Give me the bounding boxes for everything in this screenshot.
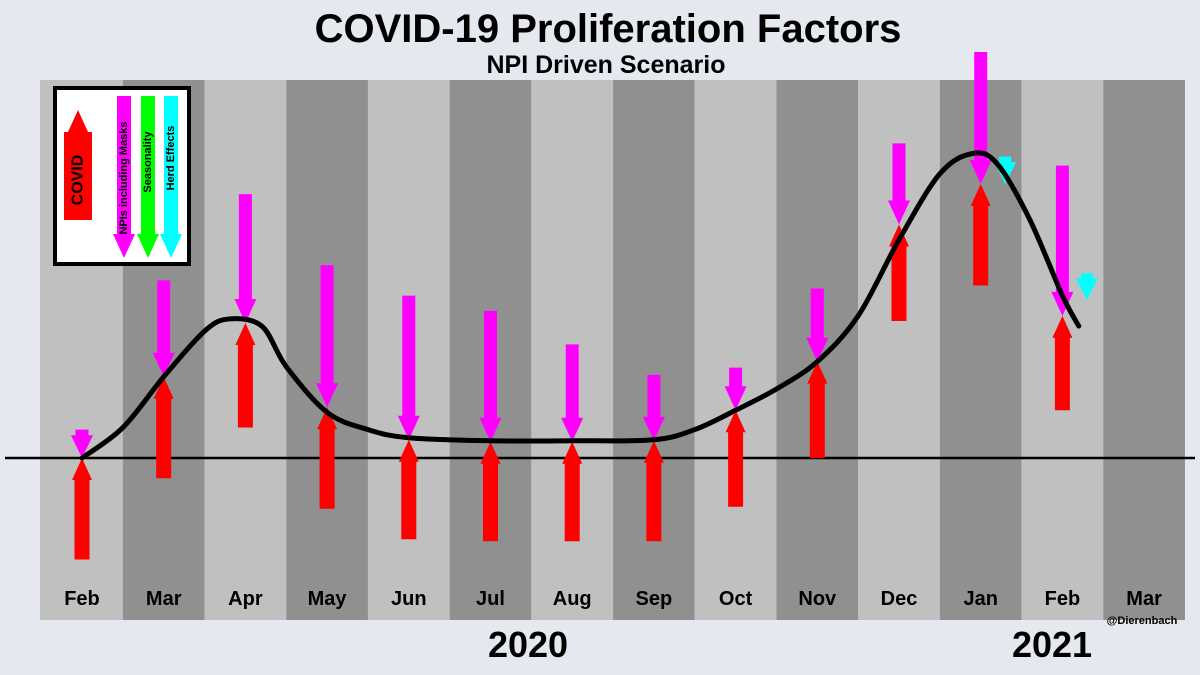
month-label-1: Mar: [146, 588, 182, 610]
year-label-2020: 2020: [488, 624, 568, 665]
npi-arrow-9: [806, 288, 829, 362]
month-band-13: [1103, 80, 1185, 620]
legend-covid-label: COVID: [70, 155, 87, 206]
month-label-11: Jan: [963, 588, 997, 610]
covid-arrow-5: [480, 441, 501, 542]
covid-arrow-0: [72, 458, 92, 560]
curve-layer: [79, 150, 1082, 461]
month-label-0: Feb: [64, 588, 100, 610]
npi-arrow-4: [397, 295, 420, 440]
covid-arrow-7: [643, 440, 664, 542]
npi-arrow-8: [724, 367, 747, 411]
chart-title: COVID-19 Proliferation Factors: [315, 7, 902, 51]
herd-arrow-12: [1075, 273, 1098, 300]
month-bands: [40, 80, 1185, 620]
covid-arrow-11: [970, 183, 991, 286]
legend: COVID NPIs including Masks Seasonality Herd…: [53, 86, 191, 266]
month-label-8: Oct: [719, 588, 753, 610]
month-label-3: May: [308, 588, 348, 610]
month-label-12: Feb: [1045, 588, 1081, 610]
npi-arrow-3: [316, 265, 339, 408]
npi-arrow-1: [152, 280, 175, 377]
legend-seasonality-label: Seasonality: [142, 131, 154, 193]
factor-arrows: [71, 52, 1098, 560]
npi-arrow-7: [642, 374, 665, 441]
month-label-4: Jun: [391, 588, 427, 610]
month-label-6: Aug: [553, 588, 592, 610]
npi-arrow-10: [888, 143, 910, 225]
month-label-13: Mar: [1126, 588, 1162, 610]
year-label-2021: 2021: [1012, 624, 1092, 665]
legend-npi-arrow: [113, 96, 135, 258]
npi-arrow-6: [561, 344, 584, 442]
month-label-9: Nov: [798, 588, 837, 610]
month-band-8: [694, 80, 777, 620]
covid-arrow-8: [725, 410, 746, 507]
covid-arrow-4: [398, 439, 419, 540]
legend-seasonality-arrow: [137, 96, 159, 258]
month-label-5: Jul: [476, 588, 505, 610]
month-label-10: Dec: [881, 588, 918, 610]
covid-arrow-3: [317, 407, 338, 509]
npi-arrow-0: [71, 429, 93, 458]
month-label-2: Apr: [228, 588, 263, 610]
legend-herd-label: Herd Effects: [165, 126, 177, 191]
covid-arrow-1: [153, 376, 174, 479]
covid-arrow-9: [807, 361, 828, 458]
credit-label: @Dierenbach: [1107, 615, 1178, 627]
legend-covid-arrow: [64, 110, 92, 220]
npi-arrow-5: [479, 310, 502, 442]
month-labels: Feb Mar Apr May Jun Jul Aug Sep Oct Nov Dec Jan Feb M…: [64, 588, 1162, 610]
chart-subtitle: NPI Driven Scenario: [487, 51, 726, 79]
proliferation-curve: [79, 150, 1082, 461]
npi-arrow-2: [234, 194, 257, 324]
covid-arrow-6: [562, 441, 583, 542]
legend-npi-label: NPIs including Masks: [118, 121, 130, 234]
covid-arrow-2: [235, 323, 256, 428]
legend-herd-arrow: [160, 96, 182, 258]
month-label-7: Sep: [636, 588, 673, 610]
covid-arrow-12: [1052, 315, 1073, 411]
